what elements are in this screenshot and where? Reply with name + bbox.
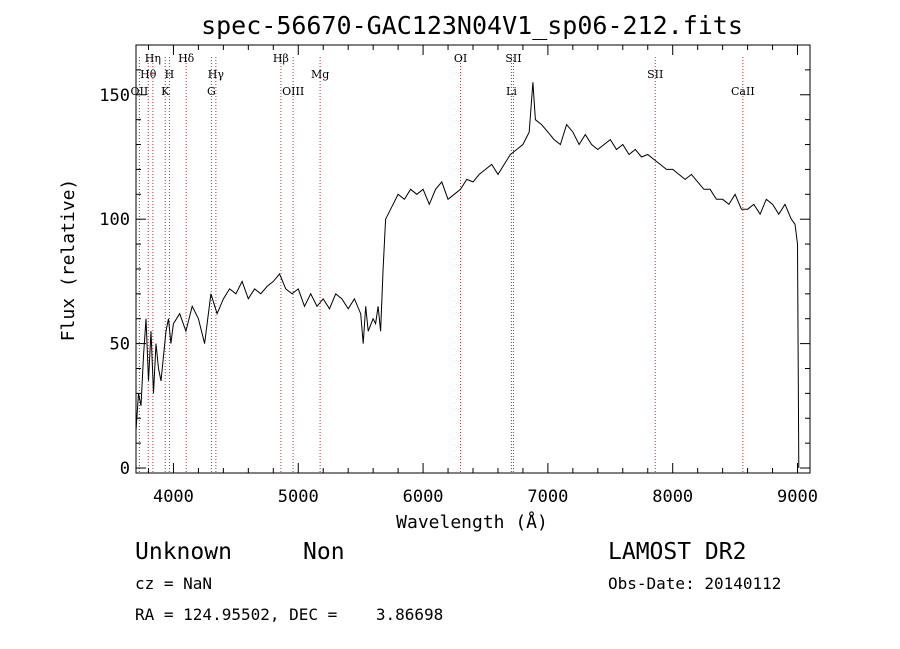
- x-tick-label: 8000: [652, 487, 693, 507]
- spectral-class: Unknown: [135, 539, 232, 565]
- y-tick-label: 0: [120, 459, 130, 479]
- spectral-subclass: Non: [303, 539, 345, 565]
- x-tick-label: 6000: [403, 487, 444, 507]
- y-tick-label: 150: [99, 86, 130, 106]
- x-tick-label: 5000: [278, 487, 319, 507]
- axis-ticks: 4000 5000 6000 7000 8000 9000 0 50 100 150: [99, 44, 818, 507]
- spectrum-line: [135, 82, 800, 469]
- line-label: Hδ: [178, 52, 195, 65]
- plot-frame: [135, 44, 811, 474]
- line-label: Mg: [311, 68, 329, 81]
- line-label: H: [165, 68, 175, 81]
- line-label: OII: [131, 85, 149, 98]
- line-label: CaII: [731, 85, 755, 98]
- redshift-cz: cz = NaN: [135, 574, 212, 593]
- line-label: Hβ: [273, 52, 289, 65]
- y-axis-label: Flux (relative): [58, 179, 79, 342]
- line-label: Hη: [145, 52, 161, 65]
- survey-name: LAMOST DR2: [608, 539, 746, 565]
- ra-dec: RA = 124.95502, DEC = 3.86698: [135, 605, 443, 624]
- observation-date: Obs-Date: 20140112: [608, 574, 781, 593]
- line-label: SII: [505, 52, 521, 65]
- line-label: Li: [506, 85, 517, 98]
- line-label: G: [207, 85, 216, 98]
- x-tick-label: 7000: [527, 487, 568, 507]
- x-axis-label: Wavelength (Å): [396, 511, 548, 533]
- line-label: Hγ: [208, 68, 225, 81]
- line-label: OI: [454, 52, 467, 65]
- line-label: Hθ: [140, 68, 157, 81]
- y-tick-label: 50: [110, 335, 130, 355]
- line-label: K: [161, 85, 170, 98]
- y-tick-label: 100: [99, 210, 130, 230]
- line-label: SII: [647, 68, 663, 81]
- spectral-line-markers: Hθ OII Hη HK Hδ Hγ G Hβ OIII Mg OI SII Li SII CaII: [131, 52, 755, 473]
- line-label: OIII: [282, 85, 304, 98]
- x-tick-label: 4000: [153, 487, 194, 507]
- chart-title: spec-56670-GAC123N04V1_sp06-212.fits: [201, 11, 743, 40]
- x-tick-label: 9000: [777, 487, 818, 507]
